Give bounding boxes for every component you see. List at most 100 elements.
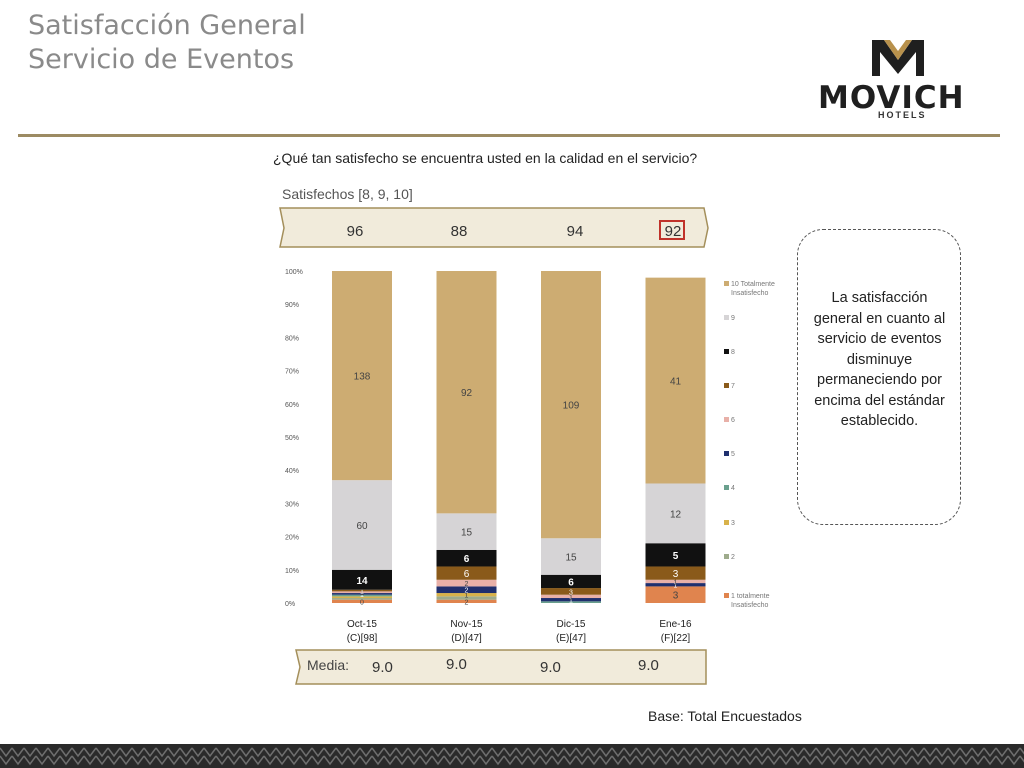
data-label: 1: [674, 583, 678, 590]
data-label: 1: [569, 598, 573, 605]
y-tick-label: 70%: [285, 369, 299, 376]
data-label: 14: [356, 576, 368, 587]
y-tick-label: 30%: [285, 501, 299, 508]
legend-swatch: [724, 520, 729, 525]
x-tick-label: Dic-15: [557, 619, 586, 630]
bar-segment: [541, 538, 601, 575]
legend-swatch: [724, 349, 729, 354]
bar-segment: [645, 579, 706, 584]
header-divider: [18, 134, 1000, 137]
bar-segment: [332, 594, 392, 597]
bar-segment: [645, 543, 706, 567]
y-tick-label: 100%: [285, 269, 303, 276]
bar-segment: [436, 513, 497, 550]
bar-segment: [332, 569, 392, 590]
x-tick-sublabel: (D)[47]: [451, 633, 482, 644]
page-subtitle: Servicio de Eventos: [28, 44, 295, 75]
satisfied-value: 96: [346, 223, 364, 240]
data-label: 2: [465, 588, 469, 595]
legend-label: 3: [731, 520, 735, 527]
data-label: 0: [360, 599, 364, 606]
x-tick-label: Nov-15: [450, 619, 483, 630]
data-label: 12: [670, 509, 682, 520]
bar-segment: [436, 579, 497, 587]
data-label: 3: [673, 591, 679, 602]
data-label: 2: [465, 581, 469, 588]
bar-segment: [541, 601, 601, 603]
bar-segment: [436, 566, 497, 580]
data-label: 1: [360, 592, 364, 599]
y-tick-label: 40%: [285, 468, 299, 475]
legend-label: Insatisfecho: [731, 290, 768, 297]
legend-label: 2: [731, 554, 735, 561]
x-tick-sublabel: (C)[98]: [347, 633, 378, 644]
data-label: 1: [465, 593, 469, 600]
bar-segment: [541, 588, 601, 595]
legend-swatch: [724, 554, 729, 559]
data-label: 6: [464, 554, 470, 565]
y-tick-label: 60%: [285, 402, 299, 409]
bar-segment: [645, 277, 706, 484]
bar-segment: [436, 599, 497, 603]
data-label: 1: [360, 590, 364, 597]
legend-label: 9: [731, 315, 735, 322]
bar-segment: [332, 593, 392, 595]
y-tick-label: 90%: [285, 302, 299, 309]
data-label: 2: [465, 599, 469, 606]
legend-swatch: [724, 485, 729, 490]
brand-name: MOVICH: [818, 80, 965, 116]
data-label: 60: [356, 521, 368, 532]
data-label: 15: [461, 528, 473, 539]
page-title: Satisfacción General: [28, 10, 306, 41]
y-tick-label: 0%: [285, 601, 295, 608]
legend-label: 1 totalmente: [731, 593, 770, 600]
bar-segment: [541, 574, 601, 589]
media-label: Media:: [307, 657, 350, 673]
callout-box: [797, 229, 961, 525]
bar-segment: [436, 596, 497, 600]
bar-segment: [332, 591, 392, 594]
bar-segment: [332, 596, 392, 599]
legend-swatch: [724, 451, 729, 456]
bar-segment: [332, 598, 392, 600]
callout-text: La satisfacción general en cuanto al ser…: [813, 290, 946, 429]
x-tick-sublabel: (E)[47]: [556, 633, 586, 644]
legend-label: 10 Totalmente: [731, 281, 775, 288]
y-tick-label: 80%: [285, 335, 299, 342]
bar-segment: [645, 586, 706, 603]
bar-segment: [436, 549, 497, 567]
bar-segment: [645, 566, 706, 580]
base-note: Base: Total Encuestados: [648, 708, 802, 724]
legend-swatch: [724, 315, 729, 320]
x-tick-sublabel: (F)[22]: [661, 633, 691, 644]
data-label: 5: [673, 551, 679, 562]
footer-pattern: [0, 744, 1024, 768]
bar-segment: [332, 599, 392, 603]
data-label: 3: [569, 589, 573, 596]
bar-segment: [332, 271, 392, 481]
media-value: 9.0: [540, 659, 561, 676]
media-value: 9.0: [372, 659, 393, 676]
bar-segment: [645, 483, 706, 544]
data-label: 1: [569, 594, 573, 601]
data-label: 92: [461, 388, 473, 399]
bar-segment: [332, 480, 392, 570]
satisfied-value: 94: [566, 223, 584, 240]
legend-label: Insatisfecho: [731, 602, 768, 609]
legend-swatch: [724, 593, 729, 598]
bar-segment: [436, 271, 497, 514]
data-label: 3: [673, 569, 679, 580]
legend-label: 6: [731, 417, 735, 424]
media-value: 9.0: [446, 656, 467, 673]
bar-segment: [332, 589, 392, 592]
satisfied-value: 92: [664, 223, 682, 240]
y-tick-label: 10%: [285, 568, 299, 575]
bar-segment: [541, 271, 601, 539]
data-label: 109: [563, 401, 580, 412]
bar-segment: [436, 586, 497, 594]
highlight-box: [659, 220, 685, 240]
data-label: 1: [674, 579, 678, 586]
legend-swatch: [724, 281, 729, 286]
data-label: 6: [464, 569, 470, 580]
legend-label: 4: [731, 485, 735, 492]
